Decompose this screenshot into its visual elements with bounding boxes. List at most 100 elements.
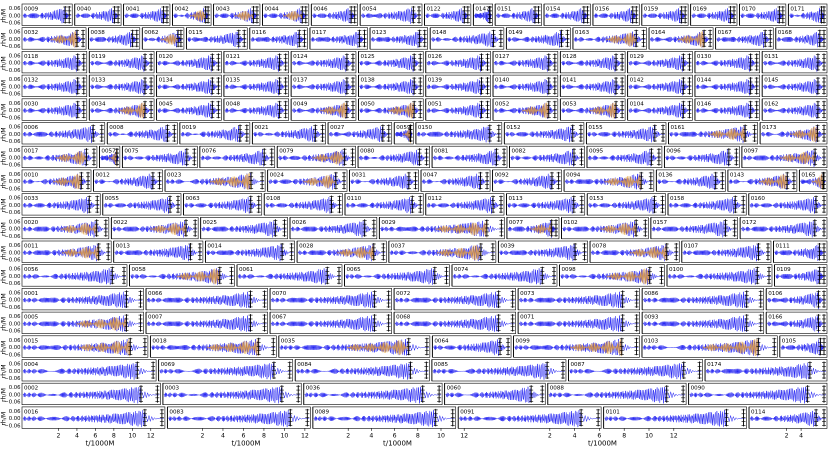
panel-0060: 0060 [444, 382, 546, 406]
panel-0153: 0153 [586, 193, 666, 216]
waveform-0102 [562, 221, 648, 238]
panel-frame [21, 98, 88, 121]
waveform-0042 [173, 8, 211, 23]
panel-0143: 0143 [727, 169, 798, 192]
overlay-0035 [346, 340, 409, 355]
panel-0142: 0142 [627, 74, 693, 97]
panel-0116: 0116 [249, 27, 308, 50]
x-axis-label: t/1000M [588, 439, 617, 447]
panel-0118: 0118 [21, 51, 88, 74]
y-tick-label: −0.06 [4, 163, 21, 169]
panel-id-label: 0122 [427, 7, 441, 13]
overlay-0163 [605, 32, 637, 47]
panel-id-label: 0172 [742, 220, 756, 226]
waveform-0080 [358, 149, 429, 166]
panel-0068: 0068 [393, 311, 516, 334]
overlay-0042 [189, 10, 206, 22]
panel-0009: 0009 [21, 3, 73, 26]
panel-id-label: 0079 [279, 149, 294, 155]
panel-0107: 0107 [681, 240, 772, 263]
panel-0108: 0108 [263, 193, 343, 216]
panel-0115: 0115 [185, 27, 248, 50]
panel-0081: 0081 [431, 145, 508, 168]
waveform-0088 [548, 386, 686, 404]
waveform-0161 [669, 125, 757, 143]
y-tick-label: −0.06 [4, 376, 21, 382]
waveform-0167 [716, 31, 773, 48]
panel-0091: 0091 [457, 406, 602, 429]
panel-id-label: 0042 [174, 7, 188, 13]
panel-0173: 0173 [759, 122, 828, 145]
waveform-0084 [295, 363, 429, 380]
panel-0085: 0085 [431, 359, 567, 382]
waveform-0077 [507, 220, 559, 239]
panel-0013: 0013 [113, 240, 204, 263]
panel-id-label: 0118 [24, 54, 39, 60]
waveform-0139 [426, 77, 490, 96]
panel-0079: 0079 [276, 145, 356, 168]
y-tick-label: 0.06 [9, 409, 21, 415]
panel-0110: 0110 [344, 193, 424, 216]
y-tick-label: 0.00 [9, 392, 21, 398]
panel-0004: 0004 [21, 359, 157, 382]
panel-0155: 0155 [585, 122, 667, 145]
panel-id-label: 0018 [152, 338, 167, 344]
panel-0101: 0101 [603, 406, 747, 429]
y-tick-label: −0.06 [4, 329, 21, 335]
panel-0124: 0124 [290, 51, 357, 74]
panel-id-label: 0164 [651, 30, 666, 36]
waveform-0078 [590, 244, 679, 262]
waveform-0127 [493, 54, 557, 72]
panel-frame [21, 311, 144, 334]
panel-0169: 0169 [690, 3, 738, 26]
waveform-0073 [518, 291, 639, 309]
panel-0071: 0071 [517, 311, 640, 334]
y-tick-label: 0.06 [9, 196, 21, 202]
overlay-0098 [606, 268, 651, 285]
waveform-0144 [695, 77, 759, 96]
y-tick-label: −0.06 [4, 68, 21, 74]
panel-id-label: 0173 [762, 125, 777, 131]
overlay-0020 [60, 221, 97, 236]
panel-0164: 0164 [648, 27, 714, 50]
waveform-0065 [345, 268, 449, 285]
waveform-0085 [432, 363, 566, 380]
panel-0035: 0035 [278, 335, 431, 358]
panel-0163: 0163 [572, 27, 647, 50]
panel-0127: 0127 [492, 51, 559, 74]
panel-0031: 0031 [349, 169, 419, 192]
waveform-0172 [740, 221, 827, 238]
panel-0133: 0133 [88, 74, 155, 97]
panel-0138: 0138 [358, 74, 424, 97]
panel-0001: 0001 [21, 288, 144, 311]
y-axis-label: rh/M [1, 388, 8, 402]
y-tick-label: 0.00 [9, 321, 21, 327]
panel-0016: 0016 [21, 406, 166, 429]
panel-0166: 0166 [765, 311, 828, 334]
x-tick-label: 2 [548, 432, 552, 439]
y-tick-label: 0.06 [9, 53, 21, 59]
panel-id-label: 0060 [447, 386, 462, 392]
panel-0005: 0005 [21, 311, 144, 334]
overlay-0053 [589, 102, 617, 119]
waveform-0020 [22, 221, 108, 238]
x-axis-label: t/1000M [232, 439, 261, 447]
panel-id-label: 0157 [653, 220, 668, 226]
panel-0058: 0058 [129, 264, 235, 287]
panel-id-label: 0072 [396, 291, 410, 297]
panel-id-label: 0015 [24, 338, 39, 344]
panel-id-label: 0054 [362, 7, 377, 13]
waveform-0136 [657, 172, 725, 190]
panel-0077: 0077 [506, 217, 560, 240]
panel-0102: 0102 [561, 217, 649, 240]
panel-id-label: 0166 [768, 315, 783, 321]
panel-id-label: 0022 [113, 220, 127, 226]
panel-id-label: 0031 [352, 172, 367, 178]
waveform-0090 [689, 386, 827, 404]
panel-0021: 0021 [251, 122, 326, 145]
panel-id-label: 0142 [630, 78, 644, 84]
waveform-0116 [250, 31, 307, 48]
panel-id-label: 0117 [312, 30, 327, 36]
waveform-0033 [22, 197, 100, 214]
